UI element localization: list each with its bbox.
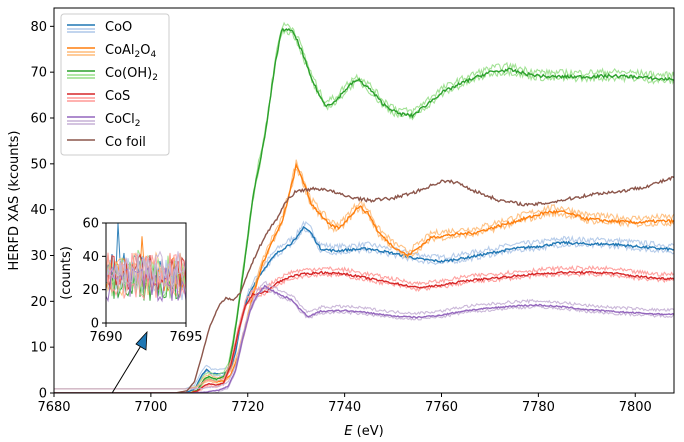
x-tick-label: 7740 — [328, 400, 361, 415]
legend-label-coo: CoO — [105, 20, 132, 35]
legend-label-cocl: CoCl2 — [105, 112, 140, 129]
inset-noise-line — [106, 252, 186, 289]
y-tick-label: 70 — [30, 66, 47, 81]
series-line-co-oh-2 — [54, 27, 674, 393]
series-line-coo-replicate — [188, 225, 674, 393]
y-tick-label: 40 — [30, 203, 47, 218]
inset-y-tick-label: 40 — [82, 250, 99, 265]
y-tick-label: 80 — [30, 20, 47, 35]
y-tick-label: 50 — [30, 157, 47, 172]
plot-frame — [53, 7, 675, 394]
series-line-cocl2-replicate — [202, 285, 674, 393]
series-line-cocl2 — [54, 284, 674, 393]
inset-x-tick-label: 7695 — [169, 330, 202, 345]
inset-y-tick-label: 0 — [91, 317, 99, 332]
series-line-cos — [54, 270, 674, 393]
x-tick-label: 7760 — [425, 400, 458, 415]
series-group — [54, 21, 674, 393]
series-line-cos-replicate — [195, 271, 674, 393]
y-axis-label: HERFD XAS (kcounts) — [7, 131, 22, 271]
x-tick-label: 7780 — [522, 400, 555, 415]
series-line-coal2o4 — [54, 162, 674, 393]
inset-plot: 7690 7695 0 20 40 60 (counts) — [59, 217, 203, 346]
series-line-coo — [54, 226, 674, 393]
series-line-co-foil — [54, 176, 674, 393]
series-line-coal2o4-replicate — [192, 168, 674, 393]
y-tick-label: 0 — [39, 387, 47, 402]
y-tick-label: 30 — [30, 249, 47, 264]
x-tick-label: 7680 — [37, 400, 70, 415]
x-tick-label: 7800 — [619, 400, 652, 415]
inset-y-tick-label: 20 — [82, 283, 99, 298]
legend-label-cos: CoS — [105, 89, 130, 104]
inset-lines — [106, 223, 186, 303]
legend: CoO CoAl2O4 Co(OH)2 CoS CoCl2 Co foil — [60, 13, 170, 156]
x-tick-label: 7720 — [231, 400, 264, 415]
legend-label-co-oh-: Co(OH)2 — [105, 66, 158, 83]
inset-x-tick-label: 7690 — [89, 330, 122, 345]
inset-noise-line — [106, 250, 186, 288]
inset-y-axis-label: (counts) — [59, 246, 74, 300]
legend-label-co-foil: Co foil — [105, 135, 146, 150]
legend-box — [60, 13, 170, 156]
inset-frame — [105, 222, 187, 324]
y-tick-label: 20 — [30, 295, 47, 310]
legend-label-coal: CoAl2O4 — [105, 43, 157, 60]
x-tick-label: 7700 — [134, 400, 167, 415]
y-tick-label: 60 — [30, 112, 47, 127]
x-axis-label: E (eV) — [344, 424, 383, 439]
y-tick-label: 10 — [30, 341, 47, 356]
inset-y-tick-label: 60 — [82, 217, 99, 232]
series-line-cocl2-replicate — [54, 280, 674, 390]
inset-arrow-shaft — [111, 343, 143, 394]
inset-arrow-head — [135, 330, 148, 351]
